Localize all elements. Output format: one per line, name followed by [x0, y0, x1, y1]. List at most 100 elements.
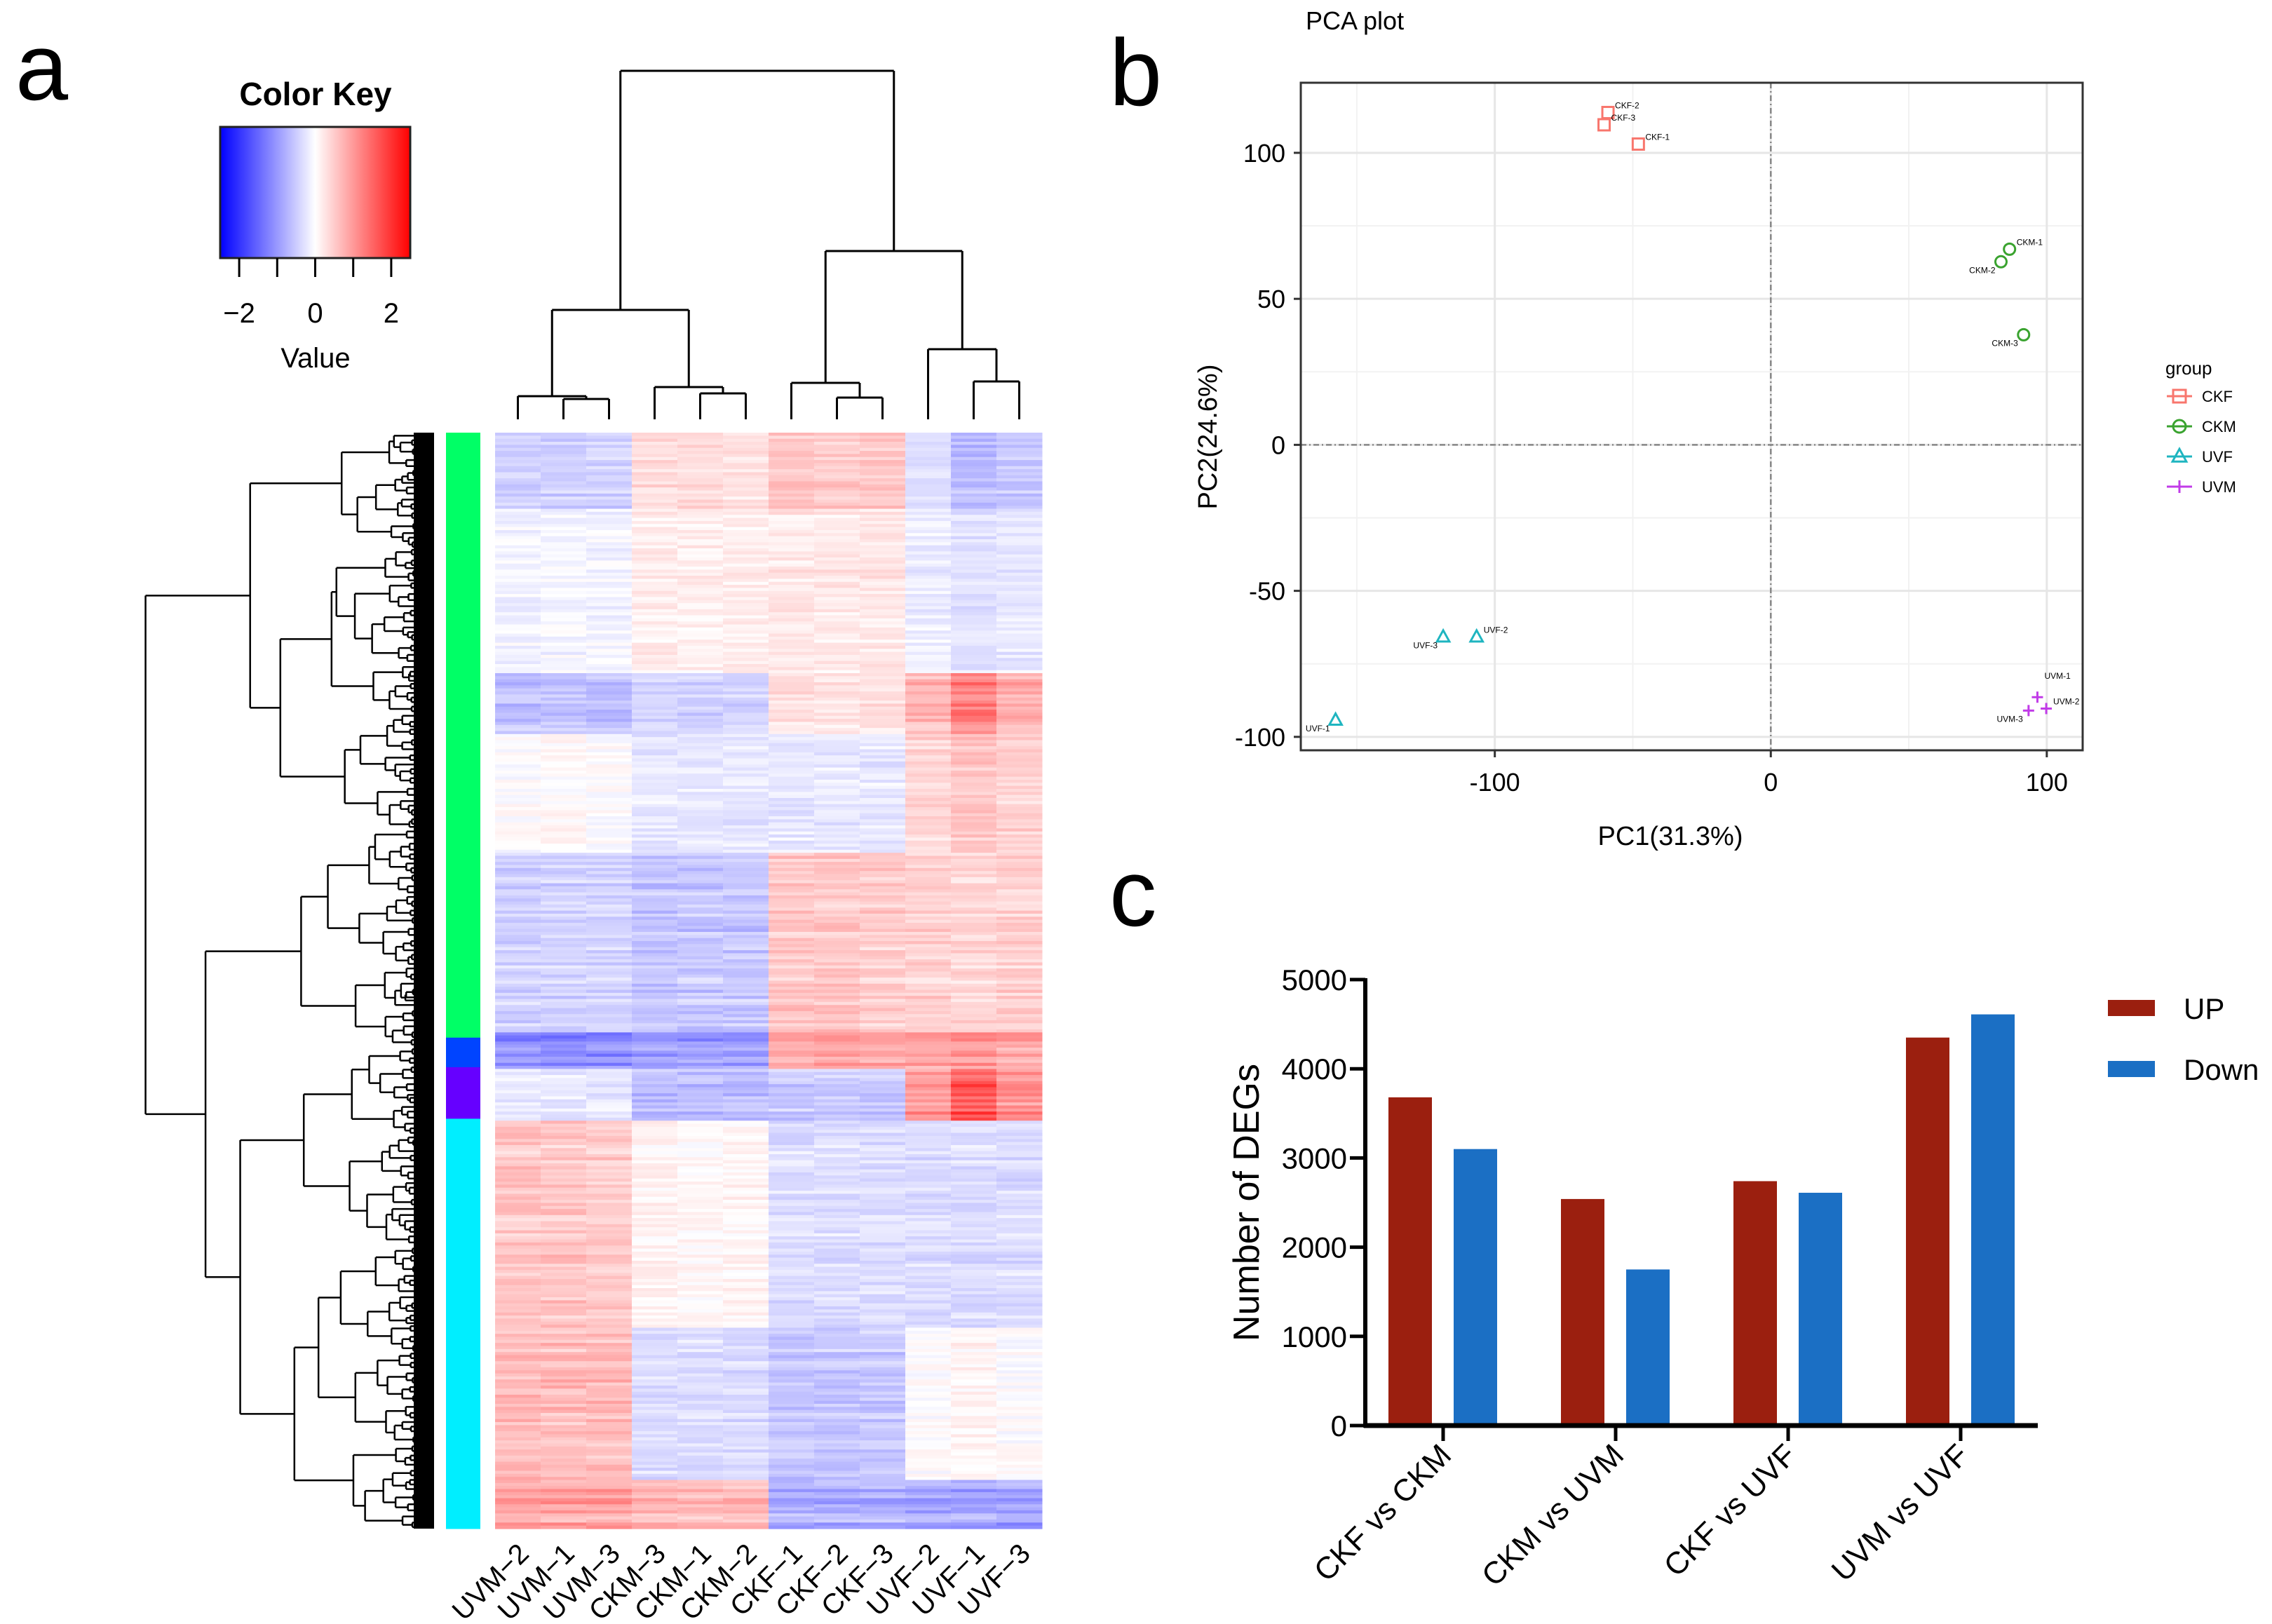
heatmap-cell — [860, 1325, 906, 1329]
heatmap-cell — [905, 974, 952, 978]
heatmap-cell — [677, 585, 724, 589]
heatmap-cell — [677, 1178, 724, 1182]
heatmap-row — [495, 733, 1043, 738]
heatmap-cell — [495, 676, 541, 680]
heatmap-cell — [541, 1160, 587, 1164]
heatmap-cell — [495, 612, 541, 616]
heatmap-cell — [677, 1239, 724, 1243]
heatmap-cell — [723, 1108, 769, 1112]
heatmap-cell — [951, 539, 997, 543]
heatmap-cell — [677, 672, 724, 677]
heatmap-cell — [541, 996, 587, 1000]
heatmap-cell — [495, 804, 541, 808]
heatmap-cell — [586, 615, 633, 619]
heatmap-cell — [541, 502, 587, 506]
heatmap-cell — [905, 844, 952, 848]
heatmap-cell — [495, 910, 541, 914]
heatmap-cell — [586, 633, 633, 637]
heatmap-cell — [677, 663, 724, 668]
heatmap-cell — [860, 560, 906, 564]
heatmap-cell — [996, 722, 1043, 726]
heatmap-cell — [860, 944, 906, 948]
heatmap-row — [495, 606, 1043, 610]
heatmap-cell — [632, 837, 678, 841]
heatmap-cell — [769, 1114, 815, 1118]
heatmap-cell — [723, 1166, 769, 1170]
heatmap-cell — [996, 1032, 1043, 1036]
heatmap-cell — [632, 529, 678, 534]
heatmap-cell — [586, 853, 633, 857]
heatmap-cell — [632, 701, 678, 705]
heatmap-row — [495, 1026, 1043, 1030]
heatmap-cell — [769, 1020, 815, 1024]
heatmap-cell — [632, 1227, 678, 1231]
heatmap-cell — [632, 1191, 678, 1195]
heatmap-cell — [586, 743, 633, 747]
heatmap-cell — [495, 567, 541, 570]
heatmap-cell — [541, 853, 587, 857]
heatmap-cell — [814, 612, 860, 616]
heatmap-row — [495, 1081, 1043, 1085]
heatmap-cell — [723, 1172, 769, 1176]
heatmap-cell — [495, 517, 541, 522]
heatmap-cell — [586, 1166, 633, 1170]
heatmap-cell — [495, 1023, 541, 1027]
heatmap-cell — [541, 1239, 587, 1243]
heatmap-cell — [996, 670, 1043, 674]
heatmap-cell — [677, 892, 724, 896]
heatmap-row — [495, 980, 1043, 984]
heatmap-cell — [677, 1035, 724, 1039]
heatmap-cell — [905, 594, 952, 598]
heatmap-cell — [586, 551, 633, 555]
heatmap-row — [495, 649, 1043, 653]
heatmap-cell — [677, 837, 724, 841]
heatmap-cell — [586, 828, 633, 832]
heatmap-cell — [495, 983, 541, 987]
heatmap-cell — [586, 758, 633, 762]
heatmap-cell — [677, 1057, 724, 1060]
heatmap-cell — [996, 1044, 1043, 1048]
heatmap-cell — [860, 597, 906, 601]
heatmap-cell — [814, 710, 860, 714]
heatmap-cell — [541, 941, 587, 945]
heatmap-cell — [905, 1099, 952, 1103]
heatmap-cell — [996, 1291, 1043, 1295]
heatmap-cell — [723, 1078, 769, 1082]
heatmap-cell — [541, 935, 587, 939]
heatmap-cell — [586, 1294, 633, 1298]
heatmap-cell — [769, 487, 815, 492]
heatmap-cell — [905, 691, 952, 695]
heatmap-cell — [860, 764, 906, 769]
heatmap-cell — [632, 956, 678, 960]
heatmap-cell — [814, 752, 860, 756]
heatmap-cell — [860, 987, 906, 991]
heatmap-cell — [860, 1102, 906, 1107]
heatmap-cell — [769, 889, 815, 893]
heatmap-cell — [951, 749, 997, 753]
heatmap-cell — [541, 1020, 587, 1024]
heatmap-cell — [723, 1278, 769, 1283]
heatmap-cell — [632, 435, 678, 440]
heatmap-cell — [677, 987, 724, 991]
heatmap-cell — [495, 779, 541, 783]
heatmap-cell — [632, 932, 678, 935]
heatmap-row — [495, 685, 1043, 689]
heatmap-cell — [586, 1029, 633, 1033]
heatmap-cell — [632, 737, 678, 741]
heatmap-cell — [905, 938, 952, 942]
heatmap-cell — [996, 1099, 1043, 1103]
heatmap-row — [495, 743, 1043, 747]
heatmap-cell — [814, 1132, 860, 1137]
heatmap-cell — [677, 438, 724, 442]
heatmap-cell — [860, 1029, 906, 1033]
heatmap-cell — [951, 867, 997, 872]
heatmap-cell — [996, 1035, 1043, 1039]
heatmap-cell — [951, 999, 997, 1003]
heatmap-cell — [632, 1187, 678, 1191]
heatmap-cell — [814, 1193, 860, 1198]
heatmap-cell — [723, 1053, 769, 1057]
heatmap-cell — [769, 691, 815, 695]
heatmap-cell — [723, 1020, 769, 1024]
heatmap-cell — [586, 1035, 633, 1039]
heatmap-cell — [723, 649, 769, 653]
